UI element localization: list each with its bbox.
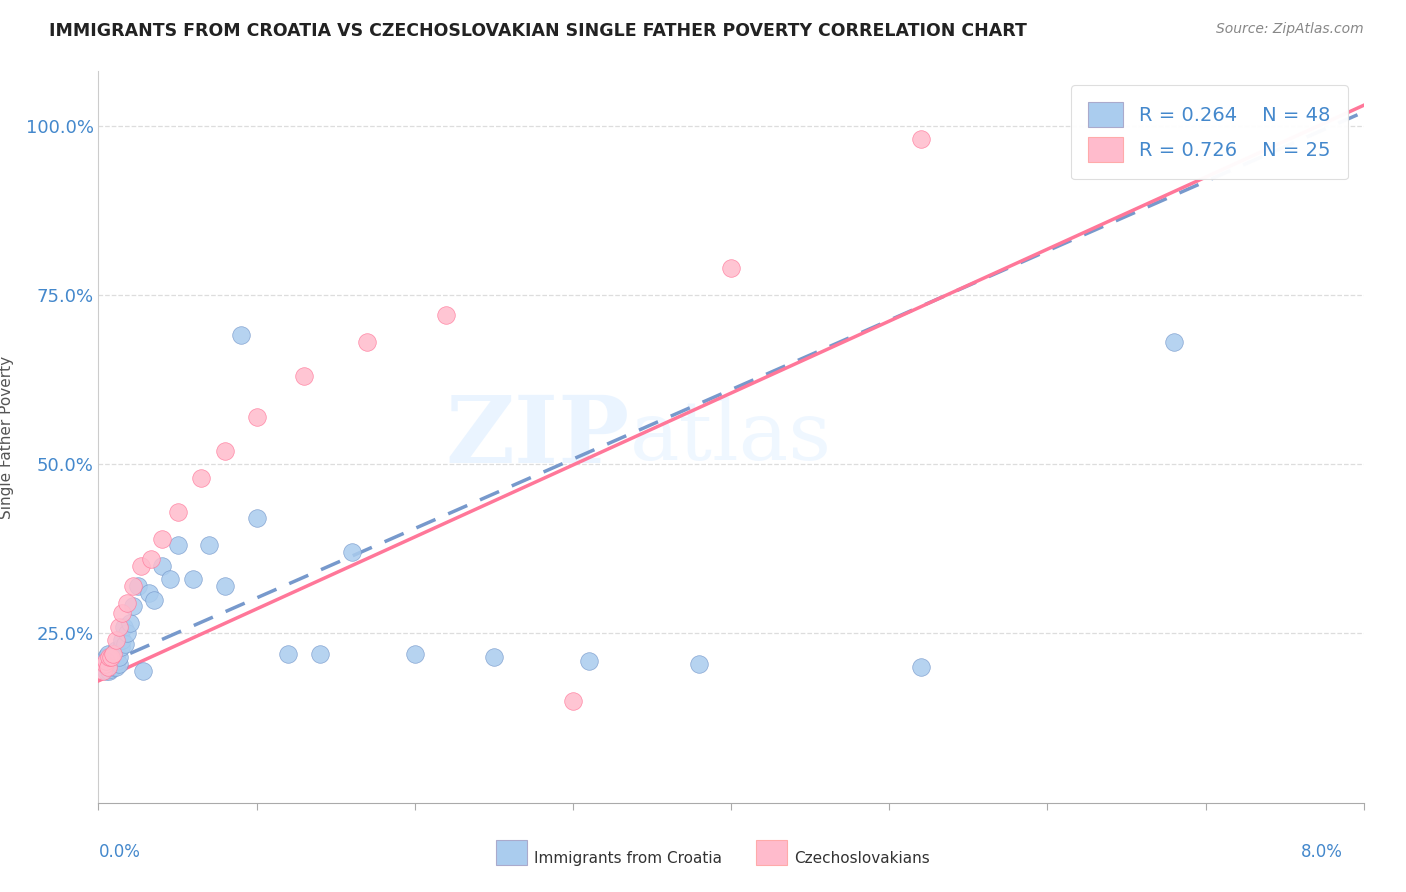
Point	[1163, 335, 1185, 350]
Point	[122, 579, 145, 593]
Point	[183, 572, 205, 586]
Point	[101, 660, 124, 674]
Point	[190, 471, 212, 485]
Point	[404, 647, 426, 661]
Point	[115, 626, 138, 640]
Point	[720, 260, 742, 275]
Point	[103, 657, 125, 671]
Point	[139, 552, 162, 566]
Point	[120, 616, 141, 631]
Text: IMMIGRANTS FROM CROATIA VS CZECHOSLOVAKIAN SINGLE FATHER POVERTY CORRELATION CHA: IMMIGRANTS FROM CROATIA VS CZECHOSLOVAKI…	[49, 22, 1028, 40]
Point	[138, 586, 160, 600]
Point	[309, 647, 332, 661]
Point	[115, 596, 138, 610]
Point	[688, 657, 710, 671]
Point	[100, 652, 122, 666]
Text: Source: ZipAtlas.com: Source: ZipAtlas.com	[1216, 22, 1364, 37]
Point	[103, 650, 125, 665]
Point	[101, 647, 124, 661]
Point	[910, 660, 932, 674]
Point	[108, 620, 131, 634]
Point	[96, 664, 118, 678]
Point	[578, 654, 600, 668]
Point	[91, 657, 114, 671]
Point	[159, 572, 181, 586]
Point	[104, 643, 127, 657]
Point	[104, 660, 127, 674]
Point	[98, 664, 121, 678]
Point	[166, 505, 188, 519]
Point	[111, 606, 134, 620]
Text: Immigrants from Croatia: Immigrants from Croatia	[534, 851, 723, 865]
Point	[97, 660, 120, 674]
Point	[101, 648, 124, 662]
Point	[110, 640, 132, 654]
Point	[111, 633, 134, 648]
Point	[104, 633, 127, 648]
Point	[436, 308, 458, 322]
Point	[340, 545, 363, 559]
Point	[107, 647, 129, 661]
Text: ZIP: ZIP	[446, 392, 630, 482]
Point	[100, 662, 122, 676]
Point	[93, 654, 117, 668]
Point	[127, 579, 149, 593]
Legend: R = 0.264    N = 48, R = 0.726    N = 25: R = 0.264 N = 48, R = 0.726 N = 25	[1071, 85, 1348, 179]
Point	[246, 511, 269, 525]
Point	[114, 637, 136, 651]
Y-axis label: Single Father Poverty: Single Father Poverty	[0, 356, 14, 518]
Point	[246, 409, 269, 424]
Point	[142, 592, 165, 607]
Point	[98, 657, 121, 671]
Point	[108, 650, 131, 665]
Point	[198, 538, 221, 552]
Point	[277, 647, 299, 661]
Point	[150, 558, 173, 573]
Point	[150, 532, 173, 546]
Point	[214, 443, 236, 458]
Point	[97, 660, 120, 674]
Point	[93, 657, 117, 671]
Point	[214, 579, 236, 593]
Point	[129, 558, 152, 573]
Point	[561, 694, 585, 708]
Point	[96, 650, 118, 665]
Point	[910, 132, 932, 146]
Point	[96, 654, 118, 668]
Text: atlas: atlas	[630, 397, 832, 477]
Point	[132, 664, 155, 678]
Point	[122, 599, 145, 614]
Text: Czechoslovakians: Czechoslovakians	[794, 851, 931, 865]
Point	[112, 620, 135, 634]
Point	[98, 650, 121, 665]
Point	[108, 657, 131, 671]
Point	[292, 369, 315, 384]
Point	[97, 647, 120, 661]
Point	[166, 538, 188, 552]
Point	[229, 328, 252, 343]
Point	[91, 664, 114, 678]
Point	[482, 650, 505, 665]
Text: 8.0%: 8.0%	[1301, 843, 1343, 861]
Point	[100, 650, 122, 665]
Point	[107, 654, 129, 668]
Text: 0.0%: 0.0%	[98, 843, 141, 861]
Point	[356, 335, 378, 350]
